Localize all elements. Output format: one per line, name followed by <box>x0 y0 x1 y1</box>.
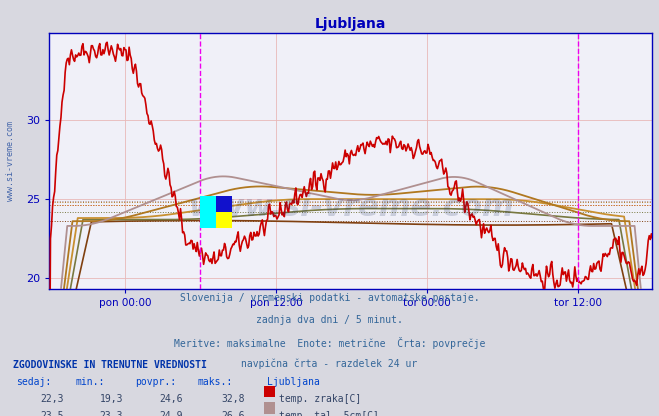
Text: 32,8: 32,8 <box>221 394 245 404</box>
Text: zadnja dva dni / 5 minut.: zadnja dva dni / 5 minut. <box>256 315 403 325</box>
Text: temp. zraka[C]: temp. zraka[C] <box>279 394 361 404</box>
Text: Ljubljana: Ljubljana <box>267 377 320 387</box>
Bar <box>200 196 216 228</box>
Text: 24,6: 24,6 <box>159 394 183 404</box>
Text: 23,5: 23,5 <box>40 411 64 416</box>
Text: 22,3: 22,3 <box>40 394 64 404</box>
Text: povpr.:: povpr.: <box>135 377 176 387</box>
Text: navpična črta - razdelek 24 ur: navpična črta - razdelek 24 ur <box>241 358 418 369</box>
Text: min.:: min.: <box>76 377 105 387</box>
Text: 23,3: 23,3 <box>100 411 123 416</box>
Text: Meritve: maksimalne  Enote: metrične  Črta: povprečje: Meritve: maksimalne Enote: metrične Črta… <box>174 337 485 349</box>
Text: www.si-vreme.com: www.si-vreme.com <box>188 193 514 222</box>
Text: sedaj:: sedaj: <box>16 377 51 387</box>
Text: temp. tal  5cm[C]: temp. tal 5cm[C] <box>279 411 379 416</box>
Text: 19,3: 19,3 <box>100 394 123 404</box>
Bar <box>216 212 232 228</box>
Text: Slovenija / vremenski podatki - avtomatske postaje.: Slovenija / vremenski podatki - avtomats… <box>180 293 479 303</box>
Text: 24,9: 24,9 <box>159 411 183 416</box>
Text: maks.:: maks.: <box>198 377 233 387</box>
Title: Ljubljana: Ljubljana <box>315 17 387 31</box>
Text: 26,6: 26,6 <box>221 411 245 416</box>
Text: ZGODOVINSKE IN TRENUTNE VREDNOSTI: ZGODOVINSKE IN TRENUTNE VREDNOSTI <box>13 360 207 370</box>
Text: www.si-vreme.com: www.si-vreme.com <box>6 121 14 201</box>
Bar <box>216 196 232 212</box>
